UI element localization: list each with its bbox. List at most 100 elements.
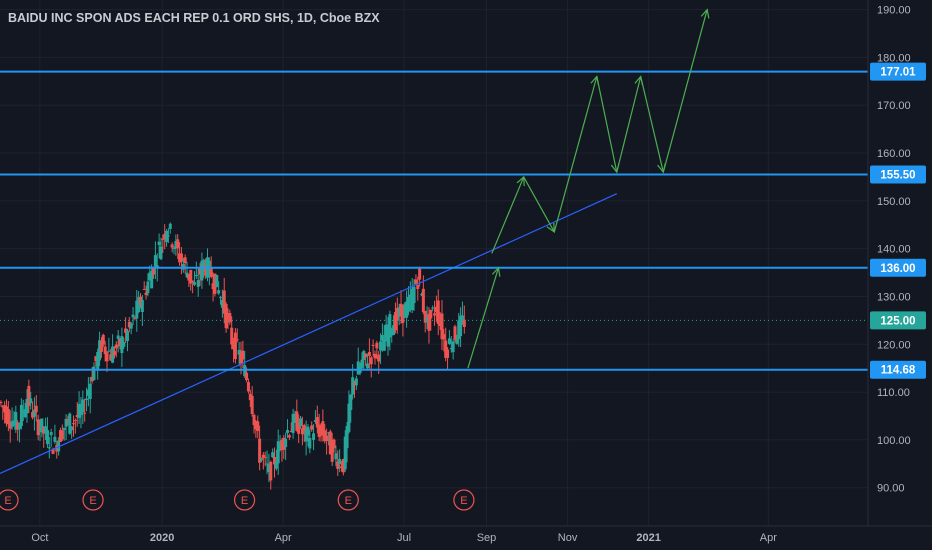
- earnings-label: E: [460, 495, 467, 507]
- candle-body: [332, 439, 336, 449]
- candle-body: [390, 329, 394, 336]
- candle-body: [263, 456, 267, 458]
- candle-body: [393, 312, 397, 331]
- candle-body: [349, 394, 353, 411]
- x-tick-label: 2021: [636, 532, 660, 544]
- level-label: 136.00: [880, 263, 915, 275]
- candle-body: [109, 354, 113, 361]
- candle-body: [252, 414, 256, 426]
- earnings-marker: [337, 489, 359, 511]
- projection-segment: [596, 76, 618, 173]
- candle-body: [200, 260, 204, 281]
- earnings-label: E: [4, 495, 11, 507]
- candle-body: [449, 348, 453, 350]
- candle-body: [366, 363, 370, 369]
- candle-body: [338, 458, 342, 465]
- y-tick-label: 190.00: [877, 5, 911, 17]
- candle-body: [148, 272, 152, 281]
- candle-body: [219, 297, 223, 299]
- candle-body: [90, 376, 94, 382]
- candle-body: [122, 342, 126, 347]
- candle-body: [185, 272, 189, 278]
- candle-body: [168, 223, 172, 229]
- candle-body: [142, 288, 146, 290]
- candle-body: [66, 419, 70, 421]
- candle-body: [75, 415, 79, 418]
- candle-body: [429, 309, 433, 319]
- candle-body: [431, 307, 435, 309]
- candle-body: [312, 433, 316, 440]
- candle-body: [271, 452, 275, 458]
- candle-body: [165, 230, 169, 243]
- y-tick-label: 110.00: [877, 387, 910, 399]
- candle-body: [367, 352, 371, 356]
- candle-body: [382, 339, 386, 351]
- level-label-bg: [870, 258, 926, 277]
- candle-body: [189, 270, 193, 284]
- projection-segment: [491, 176, 525, 254]
- candle-body: [29, 398, 33, 404]
- candle-body: [345, 425, 349, 449]
- candle-body: [10, 421, 14, 427]
- candle-body: [94, 356, 98, 362]
- y-tick-label: 120.00: [877, 339, 911, 351]
- candle-body: [304, 429, 308, 442]
- candle-body: [343, 436, 347, 470]
- candle-body: [256, 421, 260, 431]
- candle-body: [179, 253, 183, 262]
- candle-body: [103, 346, 107, 355]
- last-price-label-bg: [870, 311, 926, 330]
- candle-body: [220, 299, 224, 308]
- candle-body: [79, 408, 83, 416]
- candle-body: [440, 313, 444, 340]
- earnings-label: E: [89, 495, 96, 507]
- candle-body: [287, 435, 291, 438]
- candle-body: [336, 461, 340, 469]
- candle-body: [380, 334, 384, 341]
- candle-body: [410, 288, 414, 311]
- candle-body: [395, 307, 399, 321]
- candle-body: [36, 419, 40, 436]
- y-tick-label: 150.00: [877, 196, 911, 208]
- candle-body: [360, 359, 364, 368]
- candle-body: [85, 398, 89, 400]
- candle-body: [116, 335, 120, 339]
- candle-body: [18, 423, 22, 430]
- chart-title: BAIDU INC SPON ADS EACH REP 0.1 ORD SHS,…: [8, 11, 380, 25]
- earnings-marker: [0, 489, 19, 511]
- candle-body: [6, 409, 10, 425]
- candle-body: [32, 409, 36, 417]
- price-axis[interactable]: 90.00 100.00 110.00 120.00 130.00 140.00 150.0…: [877, 5, 911, 495]
- candle-body: [213, 273, 217, 294]
- candle-body: [191, 280, 195, 282]
- y-tick-label: 90.00: [877, 483, 905, 495]
- projection-arrowhead: [491, 266, 501, 277]
- candle-body: [70, 426, 74, 431]
- candle-body: [31, 412, 35, 418]
- price-labels: 177.01 155.50 136.00 114.68 125.00: [870, 62, 926, 379]
- candle-body: [328, 431, 332, 455]
- candle-body: [315, 417, 319, 428]
- candle-body: [239, 353, 243, 364]
- candle-body: [98, 340, 102, 361]
- candle-body: [133, 317, 137, 319]
- candle-body: [217, 290, 221, 294]
- candle-body: [293, 413, 297, 421]
- y-tick-label: 100.00: [877, 435, 911, 447]
- time-axis[interactable]: Oct 2020 Apr Jul Sep Nov 2021 Apr: [31, 532, 777, 544]
- candle-body: [83, 412, 87, 414]
- candle-body: [140, 300, 144, 312]
- level-label-bg: [870, 360, 926, 379]
- candle-body: [215, 274, 219, 288]
- candle-body: [86, 389, 90, 396]
- candle-body: [425, 317, 429, 322]
- candle-body: [250, 395, 254, 414]
- candle-body: [150, 270, 154, 289]
- candle-body: [254, 421, 258, 430]
- candle-body: [392, 325, 396, 335]
- candle-body: [230, 327, 234, 345]
- y-tick-label: 170.00: [877, 100, 911, 112]
- candle-body: [323, 430, 327, 442]
- candle-body: [412, 286, 416, 304]
